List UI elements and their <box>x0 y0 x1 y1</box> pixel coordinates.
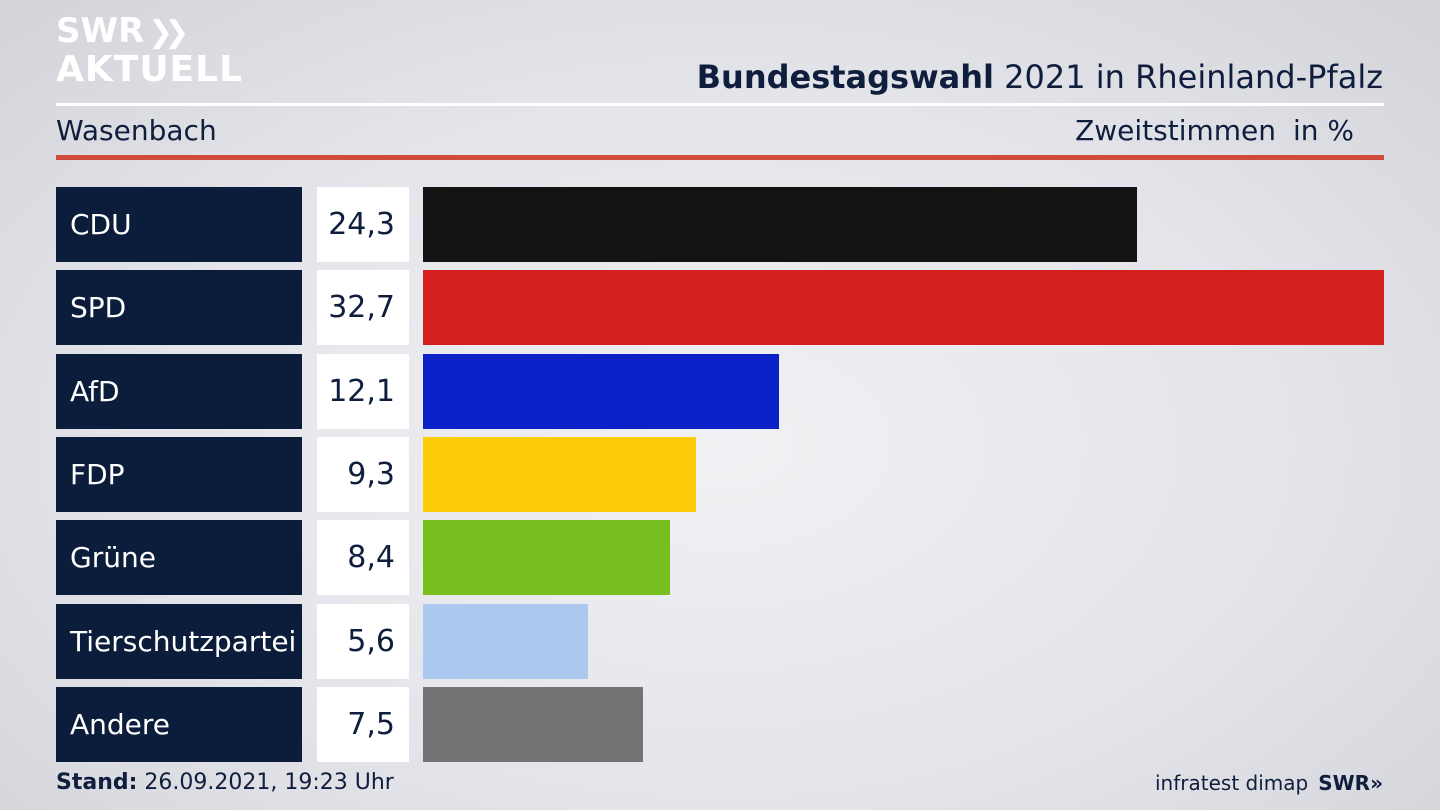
bar <box>423 436 696 512</box>
region-label: Wasenbach <box>56 114 217 147</box>
bar <box>423 686 643 762</box>
party-label: Andere <box>56 686 302 762</box>
party-label: Tierschutzpartei <box>56 603 302 679</box>
bar <box>423 187 1137 262</box>
value-label: 9,3 <box>317 436 409 512</box>
stand-label: Stand: <box>56 770 138 795</box>
bar <box>423 520 670 596</box>
unit-label: in % <box>1292 114 1354 147</box>
bar-row: FDP 9,3 <box>56 436 1384 512</box>
value-label: 24,3 <box>317 187 409 262</box>
bar <box>423 270 1384 346</box>
party-label: FDP <box>56 436 302 512</box>
accent-divider <box>56 155 1384 160</box>
source-brand-logo: SWR» <box>1318 771 1383 795</box>
logo-swr-text: SWR <box>56 11 145 51</box>
value-label: 8,4 <box>317 520 409 596</box>
value-label: 7,5 <box>317 686 409 762</box>
bar-row: CDU 24,3 <box>56 187 1384 262</box>
swr-aktuell-logo: SWR ❯❯ AKTUELL <box>56 14 243 88</box>
source-credit: infratest dimap SWR» <box>1155 771 1383 795</box>
timestamp: Stand: 26.09.2021, 19:23 Uhr <box>56 770 394 795</box>
bar-row: SPD 32,7 <box>56 270 1384 346</box>
logo-chevron-icon: ❯❯ <box>148 15 189 50</box>
header-divider <box>56 103 1384 106</box>
bar-row: Andere 7,5 <box>56 686 1384 762</box>
value-label: 32,7 <box>317 270 409 346</box>
bar <box>423 353 779 429</box>
title-rest: 2021 in Rheinland-Pfalz <box>994 58 1383 96</box>
party-label: AfD <box>56 353 302 429</box>
source-label: infratest dimap <box>1155 771 1309 795</box>
bar-row: Tierschutzpartei 5,6 <box>56 603 1384 679</box>
party-label: Grüne <box>56 520 302 596</box>
value-label: 5,6 <box>317 603 409 679</box>
value-label: 12,1 <box>317 353 409 429</box>
stand-value: 26.09.2021, 19:23 Uhr <box>137 770 394 795</box>
chart-title: Bundestagswahl 2021 in Rheinland-Pfalz <box>697 58 1383 96</box>
party-label: SPD <box>56 270 302 346</box>
bar-row: Grüne 8,4 <box>56 520 1384 596</box>
bar <box>423 603 588 679</box>
title-bold: Bundestagswahl <box>696 58 994 96</box>
bar-row: AfD 12,1 <box>56 353 1384 429</box>
logo-aktuell-text: AKTUELL <box>56 49 244 90</box>
party-label: CDU <box>56 187 302 262</box>
measure-label: Zweitstimmen <box>1075 114 1276 147</box>
